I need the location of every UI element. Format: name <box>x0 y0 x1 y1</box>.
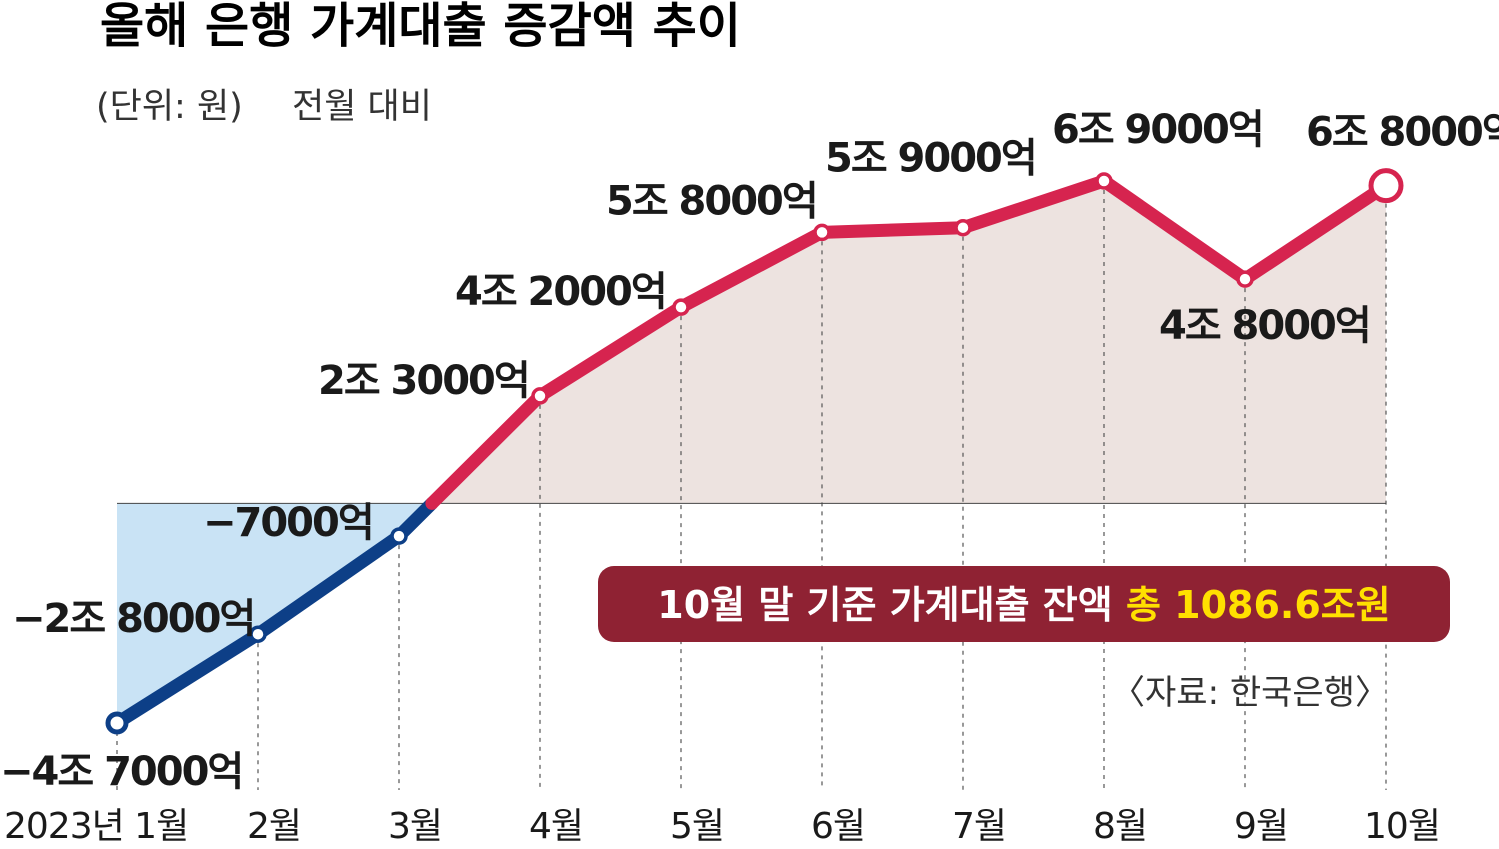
value-label-2: −2조 8000억 <box>12 596 254 642</box>
value-label-9: 4조 8000억 <box>1159 303 1370 349</box>
value-label-8: 6조 9000억 <box>1052 107 1263 153</box>
data-point-1 <box>105 711 129 735</box>
source-note: 〈자료: 한국은행〉 <box>1111 673 1389 713</box>
positive-area <box>431 181 1386 504</box>
negative-series-line <box>110 496 439 730</box>
value-label-4: 2조 3000억 <box>318 358 529 404</box>
value-label-6: 5조 8000억 <box>606 178 817 224</box>
data-point-8 <box>1095 172 1113 190</box>
x-label-7: 7월 <box>952 806 1006 847</box>
x-axis-labels: 2023년 1월 2월 3월 4월 5월 6월 7월 8월 9월 10월 <box>4 806 1441 847</box>
value-label-10: 6조 8000억 <box>1306 110 1499 156</box>
x-label-4: 4월 <box>529 806 583 847</box>
x-label-6: 6월 <box>811 806 865 847</box>
x-label-3: 3월 <box>388 806 442 847</box>
x-label-2: 2월 <box>247 806 301 847</box>
value-label-3: −7000억 <box>203 500 373 546</box>
balance-banner: 10월 말 기준 가계대출 잔액 총 1086.6조원 <box>598 566 1450 642</box>
data-point-2 <box>249 625 267 643</box>
x-label-1: 2023년 1월 <box>4 806 188 847</box>
banner-text: 10월 말 기준 가계대출 잔액 총 1086.6조원 <box>657 583 1390 627</box>
data-point-6 <box>813 223 831 242</box>
series-lines <box>110 174 1393 730</box>
data-points <box>105 168 1404 735</box>
data-point-3 <box>390 527 408 545</box>
data-point-7 <box>954 218 972 237</box>
value-label-5: 4조 2000억 <box>455 269 666 315</box>
banner-prefix: 10월 말 기준 가계대출 잔액 <box>657 583 1126 627</box>
data-point-5 <box>672 298 690 316</box>
x-label-9: 9월 <box>1234 806 1288 847</box>
banner-highlight: 총 1086.6조원 <box>1126 583 1391 627</box>
chart-title: 올해 은행 가계대출 증감액 추이 <box>100 0 741 54</box>
vertical-gridlines <box>116 181 1387 790</box>
positive-series-line <box>425 174 1393 510</box>
value-labels: −4조 7000억 −2조 8000억 −7000억 2조 3000억 4조 2000억… <box>0 107 1499 795</box>
banner-background <box>598 566 1450 642</box>
x-label-8: 8월 <box>1093 806 1147 847</box>
data-point-10 <box>1368 168 1404 204</box>
series-label: 전월 대비 <box>292 87 432 127</box>
x-label-5: 5월 <box>670 806 724 847</box>
value-label-1: −4조 7000억 <box>0 749 242 795</box>
unit-label: (단위: 원) <box>96 87 243 127</box>
x-label-10: 10월 <box>1364 806 1440 847</box>
data-point-4 <box>531 387 549 405</box>
data-point-9 <box>1236 270 1254 288</box>
value-label-7: 5조 9000억 <box>825 136 1036 182</box>
